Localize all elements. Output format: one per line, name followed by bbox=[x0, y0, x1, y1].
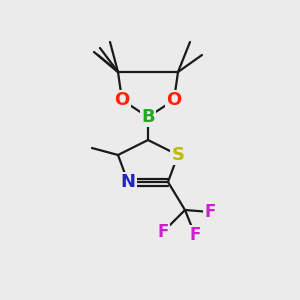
Text: F: F bbox=[204, 203, 216, 221]
Text: F: F bbox=[189, 226, 201, 244]
Text: O: O bbox=[167, 91, 182, 109]
Text: B: B bbox=[141, 108, 155, 126]
Text: O: O bbox=[114, 91, 130, 109]
Text: F: F bbox=[157, 223, 169, 241]
Text: S: S bbox=[172, 146, 184, 164]
Text: N: N bbox=[121, 173, 136, 191]
